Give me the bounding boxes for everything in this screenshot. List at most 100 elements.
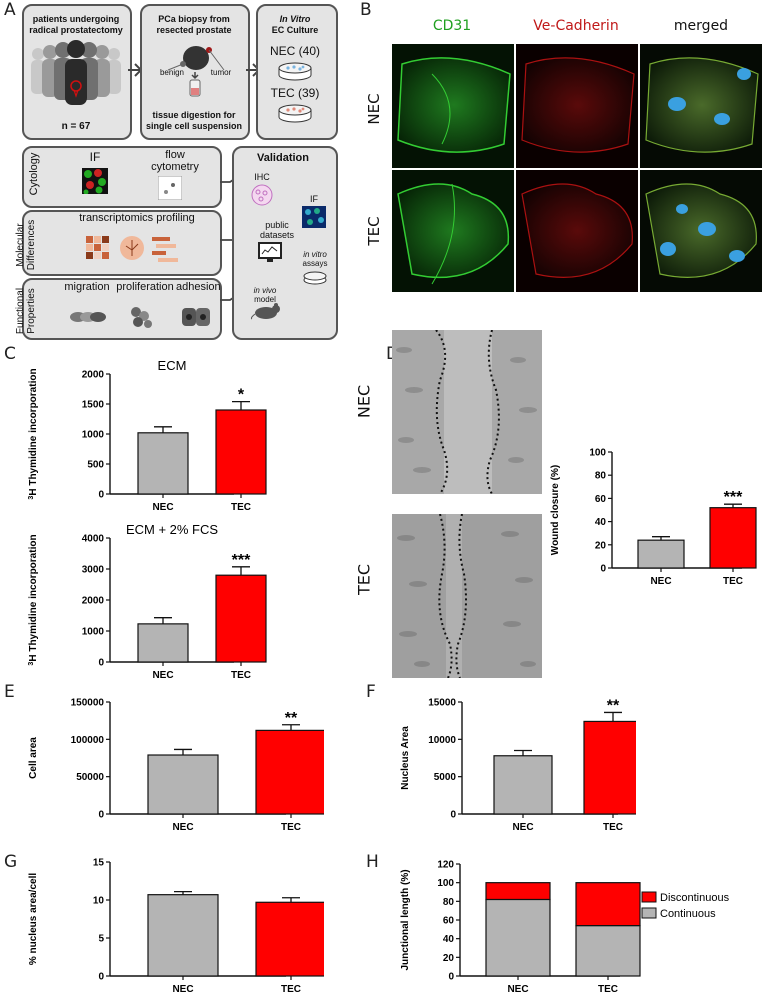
significance-label: ** [285,710,298,727]
chart-e: 0 50000 100000 150000 Cell area NEC ** TEC [28,698,324,833]
y-tick-label: 15000 [428,698,456,709]
legend-label: Continuous [660,908,716,920]
chart-title: ECM + 2% FCS [126,522,218,537]
ihc-label: IHC [254,172,270,182]
bar-tec [255,729,324,815]
bar-tec [215,409,267,495]
y-axis-label: Wound closure (%) [550,465,561,555]
chart-f: 0 5000 10000 15000 Nucleus Area NEC ** TEC [400,697,636,833]
monitor-icon [258,242,282,262]
bar-nec [147,754,219,815]
if-micrograph-grid [392,44,762,292]
panel-letter-e: E [4,682,15,702]
y-axis-label: Junctional length (%) [400,869,411,970]
y-tick-label: 500 [87,460,104,471]
biopsy-title: PCa biopsy from resected prostate [156,14,232,35]
y-axis-label: % nucleus area/cell [28,873,39,965]
invivo-label: in vivo [253,286,277,295]
y-tick-label: 40 [595,517,607,528]
validation-title: Validation [257,152,309,164]
y-tick-label: 40 [443,934,455,945]
panel-letter-b: B [360,0,372,20]
bar-nec [637,539,685,569]
bar-nec [147,894,219,977]
row-nec: NEC [365,93,383,125]
y-tick-label: 2000 [82,370,105,381]
x-tick-label: TEC [231,502,251,513]
culture-title: EC Culture [271,25,319,35]
d-row-nec: NEC [354,384,374,419]
y-tick-label: 60 [443,916,455,927]
y-tick-label: 10000 [428,735,456,746]
if-image-icon [82,168,108,194]
col-cd31: CD31 [432,18,472,34]
culture-nec: NEC (40) [269,44,320,58]
x-tick-label: TEC [598,984,618,994]
patients-n: n = 67 [61,121,91,132]
y-tick-label: 4000 [82,534,105,545]
panel-letter-f: F [366,682,376,702]
y-tick-label: 50000 [76,772,104,783]
x-tick-label: NEC [172,984,193,994]
profiling-label: transcriptomics profiling [79,212,195,224]
chart-c-bottom: ECM + 2% FCS 0 1000 2000 3000 4000 3H Thymidin… [28,522,267,681]
y-tick-label: 1000 [82,627,105,638]
prostate-icon [167,46,225,97]
bar-tec [583,720,636,815]
model-label: model [254,295,276,304]
y-tick-label: 10 [93,896,105,907]
significance-label: * [238,387,245,404]
assays-label: assays [302,259,328,268]
x-tick-label: NEC [650,576,671,587]
val-if-icon [302,206,326,228]
panel-letter-a: A [4,0,16,20]
d-row-tec: TEC [354,563,374,596]
panel-letter-g: G [4,852,18,872]
chart-c-top: ECM 0 500 1000 1500 2000 3H Thymidine incorpor… [28,358,267,513]
y-axis-label: 3H Thymidine incorporation [28,368,40,499]
y-tick-label: 1000 [82,430,105,441]
culture-tec: TEC (39) [270,86,320,100]
chart-g: 0 5 10 15 % nucleus area/cell NEC TEC [28,858,324,994]
y-tick-label: 0 [448,972,454,983]
invitro-label: in vitro [303,250,327,259]
bar-discontinuous-nec [485,882,551,901]
y-tick-label: 2000 [82,596,105,607]
chart-title: ECM [158,358,187,373]
y-tick-label: 0 [600,564,606,575]
transcriptomics-icon [86,236,178,262]
y-tick-label: 5 [98,934,104,945]
bar-nec [137,623,189,663]
bar-discontinuous-tec [575,882,641,927]
bar-tec [255,901,324,977]
y-tick-label: 60 [595,494,607,505]
col-vecadherin: Ve-Cadherin [533,18,619,34]
public-label: public datasets [259,220,295,240]
migration-label: migration [64,281,110,293]
legend-swatch [641,907,657,919]
cytology-box [22,146,222,208]
petri-dish-icon [278,62,312,81]
y-tick-label: 100 [589,448,606,459]
x-tick-label: TEC [281,822,301,833]
y-tick-label: 15 [93,858,105,869]
mouse-icon [250,303,280,320]
x-tick-label: NEC [507,984,528,994]
significance-label: *** [724,489,743,506]
ihc-icon [251,184,273,206]
molecular-label: Molecular Differences [15,219,37,271]
plate-icon [303,271,327,285]
adhesion-label: adhesion [176,281,221,293]
x-tick-label: NEC [512,822,533,833]
y-tick-label: 20 [443,953,455,964]
legend-label: Discontinuous [660,892,730,904]
flow-plot-icon [158,176,182,200]
if-label: IF [89,150,101,164]
y-tick-label: 100 [437,878,454,889]
x-tick-label: TEC [603,822,623,833]
bar-tec [215,574,267,663]
y-tick-label: 120 [437,860,454,871]
bar-continuous-tec [575,924,641,977]
x-tick-label: NEC [172,822,193,833]
y-tick-label: 3000 [82,565,105,576]
